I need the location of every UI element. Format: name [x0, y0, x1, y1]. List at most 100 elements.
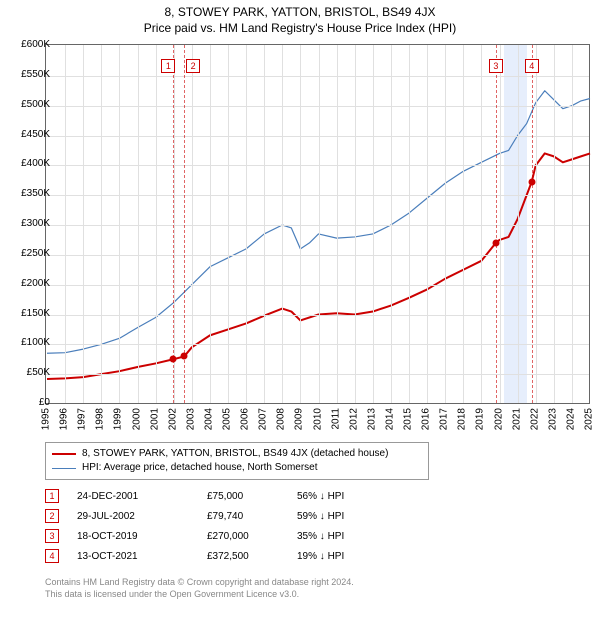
table-price: £270,000 — [207, 531, 297, 542]
x-axis-label: 2008 — [276, 408, 287, 430]
y-axis-label: £200K — [10, 279, 50, 289]
y-axis-label: £400K — [10, 159, 50, 169]
gridline-v — [391, 45, 392, 403]
page-container: 8, STOWEY PARK, YATTON, BRISTOL, BS49 4J… — [0, 0, 600, 620]
marker-vline — [184, 45, 185, 403]
gridline-v — [554, 45, 555, 403]
gridline-v — [300, 45, 301, 403]
sale-dot — [181, 353, 188, 360]
x-axis-label: 2006 — [240, 408, 251, 430]
x-axis-label: 2015 — [403, 408, 414, 430]
sale-dot — [170, 356, 177, 363]
marker-label: 4 — [525, 59, 539, 73]
footer-line1: Contains HM Land Registry data © Crown c… — [45, 576, 354, 588]
table-pct: 19% ↓ HPI — [297, 551, 417, 562]
marker-label: 1 — [161, 59, 175, 73]
table-date: 13-OCT-2021 — [77, 551, 207, 562]
x-axis-label: 2013 — [366, 408, 377, 430]
chart-title-line2: Price paid vs. HM Land Registry's House … — [0, 20, 600, 36]
legend-item-property: 8, STOWEY PARK, YATTON, BRISTOL, BS49 4J… — [52, 447, 422, 461]
table-marker-box: 1 — [45, 489, 59, 503]
gridline-v — [264, 45, 265, 403]
gridline-v — [119, 45, 120, 403]
gridline-v — [319, 45, 320, 403]
marker-vline — [496, 45, 497, 403]
plot-region: 12 3 4 — [45, 44, 590, 404]
legend-label-hpi: HPI: Average price, detached house, Nort… — [82, 461, 318, 475]
sales-table: 124-DEC-2001£75,00056% ↓ HPI229-JUL-2002… — [45, 486, 417, 566]
footer-line2: This data is licensed under the Open Gov… — [45, 588, 354, 600]
x-axis-label: 2003 — [185, 408, 196, 430]
gridline-h — [46, 255, 589, 256]
y-axis-label: £550K — [10, 70, 50, 80]
table-date: 18-OCT-2019 — [77, 531, 207, 542]
y-axis-label: £50K — [10, 368, 50, 378]
table-row: 229-JUL-2002£79,74059% ↓ HPI — [45, 506, 417, 526]
x-axis-label: 2007 — [258, 408, 269, 430]
x-axis-label: 1997 — [77, 408, 88, 430]
x-axis-label: 2016 — [421, 408, 432, 430]
gridline-v — [192, 45, 193, 403]
marker-vline — [173, 45, 174, 403]
title-area: 8, STOWEY PARK, YATTON, BRISTOL, BS49 4J… — [0, 0, 600, 36]
table-date: 29-JUL-2002 — [77, 511, 207, 522]
x-axis-label: 2020 — [493, 408, 504, 430]
gridline-h — [46, 165, 589, 166]
gridline-v — [463, 45, 464, 403]
x-axis-label: 2002 — [167, 408, 178, 430]
footer-text: Contains HM Land Registry data © Crown c… — [45, 576, 354, 600]
table-row: 124-DEC-2001£75,00056% ↓ HPI — [45, 486, 417, 506]
x-axis-label: 2018 — [457, 408, 468, 430]
gridline-v — [481, 45, 482, 403]
legend-swatch-hpi — [52, 468, 76, 469]
gridline-h — [46, 136, 589, 137]
marker-label: 2 — [186, 59, 200, 73]
x-axis-label: 2000 — [131, 408, 142, 430]
gridline-h — [46, 374, 589, 375]
marker-label: 3 — [489, 59, 503, 73]
table-marker-box: 2 — [45, 509, 59, 523]
gridline-v — [572, 45, 573, 403]
x-axis-label: 1999 — [113, 408, 124, 430]
table-marker-box: 3 — [45, 529, 59, 543]
x-axis-label: 2005 — [222, 408, 233, 430]
y-axis-label: £100K — [10, 338, 50, 348]
gridline-v — [337, 45, 338, 403]
chart-area: 12 3 4 — [45, 44, 590, 404]
sale-dot — [528, 178, 535, 185]
gridline-v — [65, 45, 66, 403]
x-axis-label: 2017 — [439, 408, 450, 430]
x-axis-label: 2012 — [348, 408, 359, 430]
x-axis-label: 2021 — [511, 408, 522, 430]
table-marker-box: 4 — [45, 549, 59, 563]
marker-vline — [532, 45, 533, 403]
gridline-h — [46, 76, 589, 77]
table-price: £79,740 — [207, 511, 297, 522]
x-axis-label: 2009 — [294, 408, 305, 430]
gridline-v — [373, 45, 374, 403]
gridline-h — [46, 106, 589, 107]
gridline-v — [156, 45, 157, 403]
gridline-v — [355, 45, 356, 403]
table-pct: 35% ↓ HPI — [297, 531, 417, 542]
gridline-h — [46, 315, 589, 316]
x-axis-label: 2011 — [330, 408, 341, 430]
gridline-v — [101, 45, 102, 403]
x-axis-label: 2004 — [203, 408, 214, 430]
gridline-v — [228, 45, 229, 403]
x-axis-label: 2022 — [529, 408, 540, 430]
gridline-v — [536, 45, 537, 403]
y-axis-label: £600K — [10, 40, 50, 50]
y-axis-label: £450K — [10, 130, 50, 140]
gridline-v — [138, 45, 139, 403]
table-pct: 56% ↓ HPI — [297, 491, 417, 502]
table-row: 3 18-OCT-2019£270,00035% ↓ HPI — [45, 526, 417, 546]
gridline-v — [210, 45, 211, 403]
legend-label-property: 8, STOWEY PARK, YATTON, BRISTOL, BS49 4J… — [82, 447, 388, 461]
x-axis-label: 1995 — [41, 408, 52, 430]
gridline-v — [282, 45, 283, 403]
gridline-v — [518, 45, 519, 403]
y-axis-label: £250K — [10, 249, 50, 259]
gridline-v — [83, 45, 84, 403]
table-date: 24-DEC-2001 — [77, 491, 207, 502]
